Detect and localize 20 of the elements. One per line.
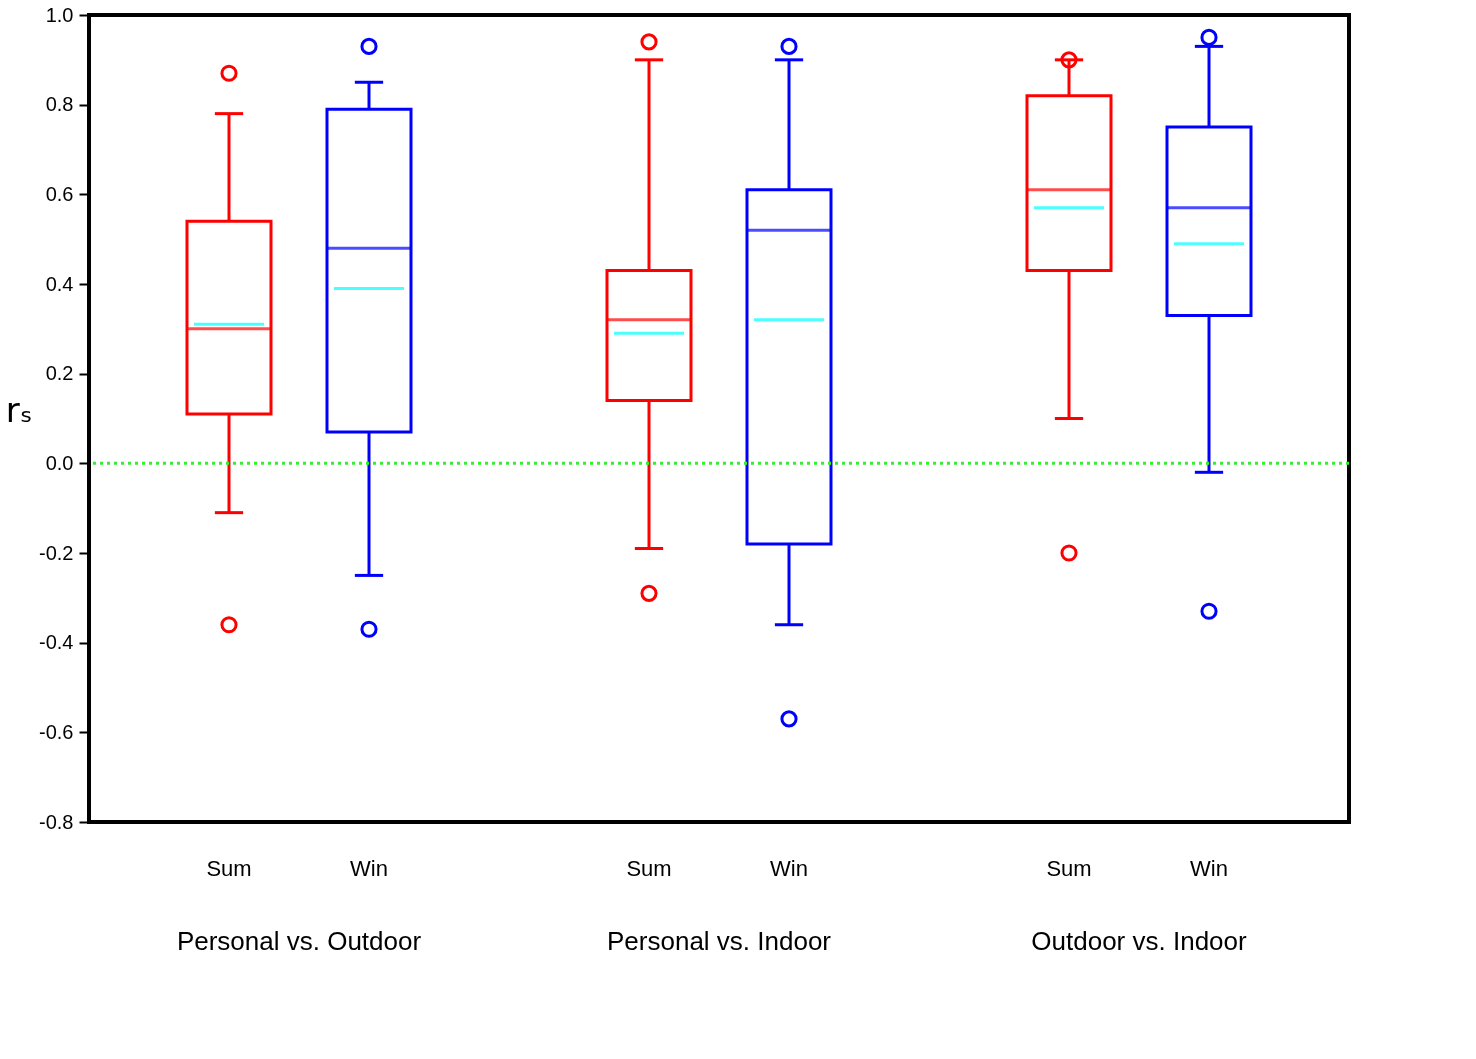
y-tick-label: 0.6 bbox=[45, 182, 74, 205]
x-tick-label: Sum bbox=[206, 856, 252, 881]
text: Personal vs. Indoor bbox=[606, 926, 832, 956]
y-tick-label: -0.2 bbox=[39, 541, 74, 564]
text: Outdoor vs. Indoor bbox=[1031, 926, 1248, 956]
y-tick-label: 0.8 bbox=[45, 93, 74, 116]
y-axis-title: rₛ bbox=[5, 390, 33, 430]
y-tick-label: 0.4 bbox=[45, 272, 74, 295]
y-tick-label: 0.2 bbox=[45, 362, 74, 385]
y-tick-label: -0.4 bbox=[39, 631, 74, 654]
y-tick-label: -0.8 bbox=[39, 810, 74, 833]
x-tick-label: Sum bbox=[1046, 856, 1092, 881]
x-tick-label: Win bbox=[350, 856, 388, 881]
x-tick-label: Win bbox=[770, 856, 808, 881]
text: Personal vs. Outdoor bbox=[176, 926, 422, 956]
x-tick-label: Win bbox=[1190, 856, 1228, 881]
x-tick-label: Sum bbox=[626, 856, 672, 881]
y-tick-label: -0.6 bbox=[39, 720, 74, 743]
y-tick-label: 1.0 bbox=[45, 3, 74, 26]
y-tick-label: 0.0 bbox=[45, 451, 74, 474]
